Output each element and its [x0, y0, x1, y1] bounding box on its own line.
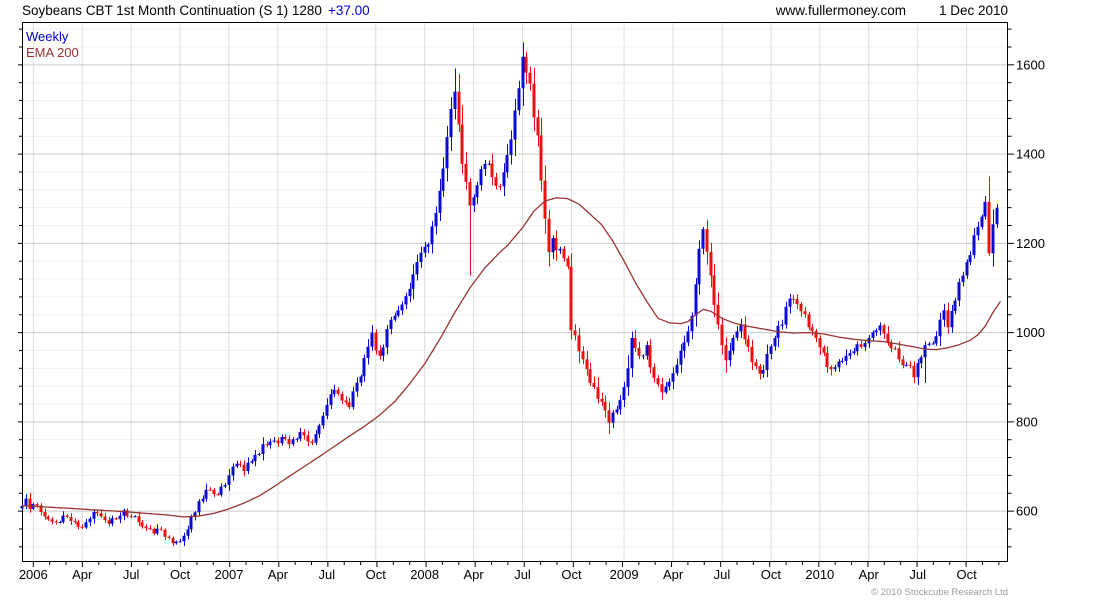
chart-title: Soybeans CBT 1st Month Continuation (S 1… [22, 3, 370, 18]
legend-ema-200: EMA 200 [26, 45, 79, 60]
price-change-label: +37.00 [328, 3, 370, 18]
down-candle-wicks [30, 51, 990, 547]
x-axis-label: 2009 [610, 567, 639, 582]
down-candle-bodies [28, 56, 991, 544]
x-axis-label: Oct [956, 567, 977, 582]
x-axis-label: Jul [123, 567, 140, 582]
x-axis-label: 2008 [410, 567, 439, 582]
y-axis-label: 1200 [1016, 236, 1045, 251]
ema-200-line [21, 197, 1002, 518]
copyright-notice: © 2010 Stockcube Research Ltd [871, 587, 1008, 598]
y-axis-label: 1400 [1016, 147, 1045, 162]
x-axis-label: Oct [761, 567, 782, 582]
y-axis-label: 1600 [1016, 57, 1045, 72]
x-axis-label: Apr [663, 567, 684, 582]
axis-labels: 600 800 1000 1200 1400 1600 2006 Apr Jul Oct 2007 A… [19, 57, 1045, 582]
plot-border [22, 22, 1008, 562]
x-axis-label: 2010 [805, 567, 834, 582]
website-watermark: www.fullermoney.com [775, 3, 906, 18]
x-axis-label: Oct [561, 567, 582, 582]
legend-weekly: Weekly [26, 29, 69, 44]
x-axis-label: 2006 [19, 567, 48, 582]
x-axis-label: Jul [319, 567, 336, 582]
y-axis-label: 1000 [1016, 325, 1045, 340]
chart-title-main: Soybeans CBT 1st Month Continuation (S 1… [22, 3, 322, 18]
x-axis-label: Jul [514, 567, 531, 582]
y-axis-label: 800 [1016, 414, 1038, 429]
x-axis-label: Apr [268, 567, 289, 582]
x-axis-label: 2007 [215, 567, 244, 582]
date-label: 1 Dec 2010 [939, 3, 1008, 18]
y-axis-label: 600 [1016, 504, 1038, 519]
up-candle-bodies [20, 56, 999, 544]
gridlines [23, 23, 1007, 561]
x-axis-label: Apr [72, 567, 93, 582]
x-axis-label: Jul [714, 567, 731, 582]
axis-ticks [18, 28, 1014, 567]
x-axis-label: Apr [463, 567, 484, 582]
candles-layer [20, 42, 999, 547]
x-axis-label: Apr [859, 567, 880, 582]
x-axis-label: Oct [366, 567, 387, 582]
ema-200-path [21, 197, 1002, 518]
x-axis-label: Oct [170, 567, 191, 582]
x-axis-label: Jul [909, 567, 926, 582]
